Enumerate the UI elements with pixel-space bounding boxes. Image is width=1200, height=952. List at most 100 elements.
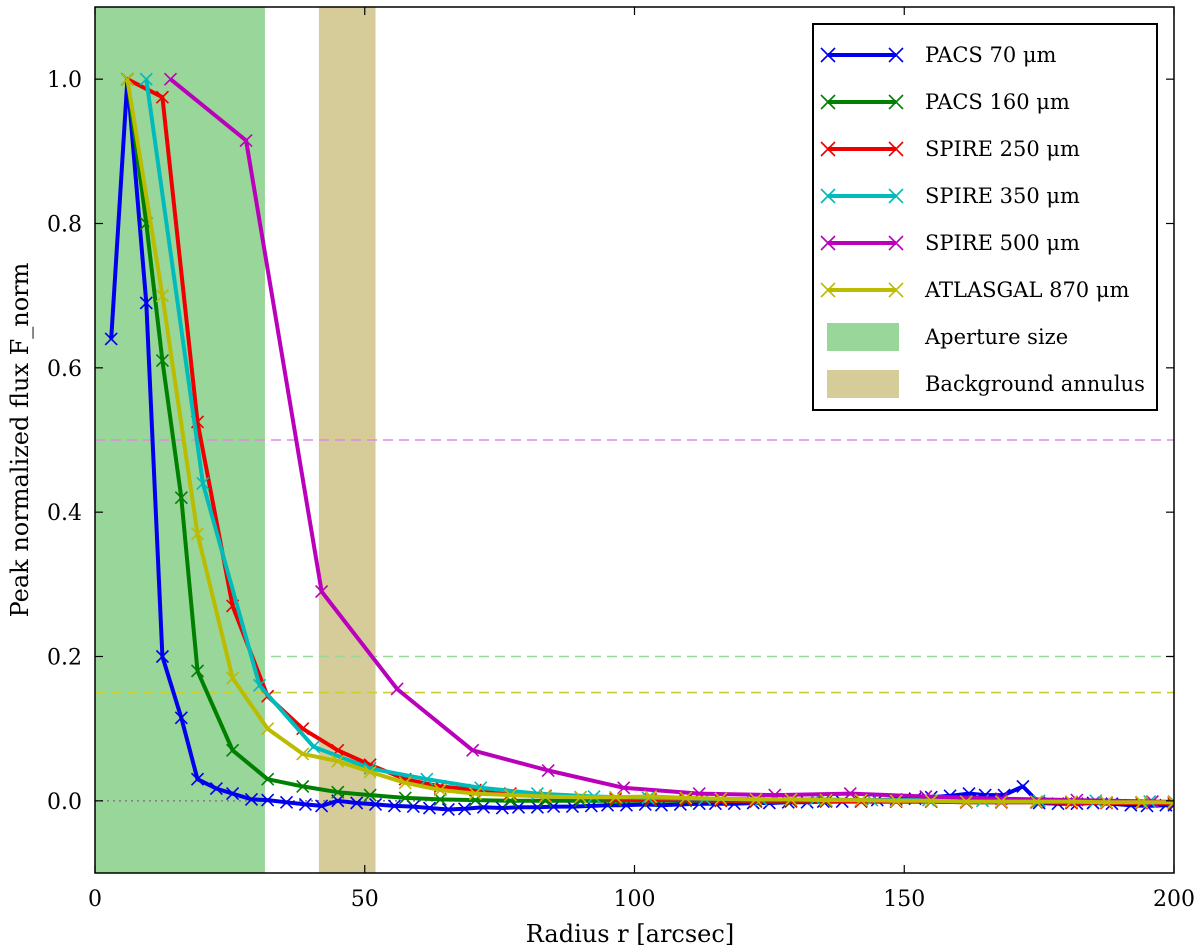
series-5-point-13 <box>573 790 588 804</box>
series-1-point-5 <box>226 743 240 757</box>
legend-marker-2-1 <box>888 141 904 157</box>
series-5-point-23 <box>924 794 938 808</box>
series-5-point-15 <box>644 789 658 804</box>
series-5-point-4 <box>261 722 275 736</box>
legend-marker-3-0 <box>820 188 836 204</box>
series-1-point-8 <box>331 785 345 799</box>
series-1-point-9 <box>363 788 377 802</box>
series-layer <box>104 72 1174 817</box>
series-4-point-6 <box>617 781 631 795</box>
shaded-regions <box>95 7 376 873</box>
series-5-point-14 <box>609 790 623 804</box>
series-1-point-2 <box>155 354 170 368</box>
legend-marker-4-1 <box>888 235 904 251</box>
series-5-point-10 <box>468 787 482 801</box>
x-tick-label-2: 100 <box>614 887 656 912</box>
x-tick-label-3: 150 <box>883 887 925 912</box>
legend-marker-0-0 <box>820 47 836 63</box>
series-5-point-9 <box>433 783 447 797</box>
x-axis-ticks: 0 50 100 150 200 <box>88 7 1195 912</box>
series-5-point-20 <box>819 793 833 807</box>
legend-label-2: SPIRE 250 μm <box>925 137 1080 161</box>
y-tick-label-4: 0.8 <box>47 213 82 238</box>
series-1-point-11 <box>433 792 447 806</box>
series-0-point-10 <box>279 795 294 809</box>
series-5-point-22 <box>889 794 903 808</box>
series-3-point-1 <box>196 476 210 490</box>
y-tick-label-0: 0.0 <box>47 790 82 815</box>
series-5 <box>120 72 1174 809</box>
legend-marker-2-0 <box>820 141 836 157</box>
legend-label-0: PACS 70 μm <box>925 43 1057 67</box>
series-4-point-3 <box>390 682 404 696</box>
series-5-point-28 <box>1099 795 1114 809</box>
series-0-point-12 <box>315 799 329 813</box>
legend-marker-4-0 <box>820 235 836 251</box>
series-5-point-0 <box>120 72 134 86</box>
series-0-point-8 <box>244 792 259 806</box>
series-3-point-5 <box>420 772 434 786</box>
y-axis-label: Peak normalized flux F_norm <box>6 262 34 617</box>
legend-patch-label-0: Aperture size <box>924 325 1068 349</box>
series-4-point-4 <box>466 743 480 757</box>
series-5-point-16 <box>679 791 693 805</box>
series-5-point-1 <box>155 289 170 303</box>
series-0-point-0 <box>104 332 118 346</box>
series-4-point-0 <box>163 72 178 86</box>
legend-patch-0 <box>827 323 899 351</box>
series-0-point-18 <box>422 801 437 815</box>
series-5-point-27 <box>1064 794 1079 809</box>
series-0-point-2 <box>139 296 153 310</box>
series-5-point-30 <box>1167 795 1174 809</box>
legend-marker-5-1 <box>888 282 904 298</box>
series-0-point-14 <box>350 796 364 810</box>
series-5-point-11 <box>503 788 517 802</box>
series-4-point-1 <box>239 133 253 148</box>
series-5-point-29 <box>1135 795 1149 809</box>
x-tick-label-0: 0 <box>88 887 102 912</box>
series-5-point-24 <box>959 794 973 809</box>
series-0-point-4 <box>174 711 188 725</box>
series-5-point-26 <box>1029 794 1043 809</box>
y-tick-label-3: 0.6 <box>47 357 82 382</box>
series-5-point-7 <box>363 765 377 779</box>
legend: PACS 70 μm PACS 160 μm SPIRE 250 μm SPIRE 3… <box>812 23 1158 411</box>
reference-lines <box>95 439 1174 802</box>
legend-marker-0-1 <box>888 47 904 63</box>
series-1-point-12 <box>468 793 482 807</box>
series-0-point-11 <box>298 797 312 812</box>
series-0-point-20 <box>457 802 472 816</box>
y-tick-label-5: 1.0 <box>47 68 82 93</box>
series-5-point-3 <box>226 671 240 685</box>
legend-box <box>812 23 1158 411</box>
series-1-point-6 <box>261 772 275 786</box>
legend-marker-5-0 <box>820 282 836 298</box>
series-5-point-6 <box>331 754 345 768</box>
legend-patch-label-1: Background annulus <box>925 372 1145 396</box>
series-0-point-51 <box>1016 779 1030 793</box>
series-5-point-21 <box>854 793 868 807</box>
series-5-point-5 <box>296 747 310 761</box>
legend-label-3: SPIRE 350 μm <box>925 184 1080 208</box>
legend-marker-1-0 <box>820 94 836 110</box>
series-0-point-24 <box>530 800 544 814</box>
legend-marker-1-1 <box>888 94 904 110</box>
series-0-point-16 <box>387 799 401 813</box>
series-1-point-3 <box>174 491 188 505</box>
series-0-point-9 <box>261 793 275 807</box>
series-4-point-2 <box>315 584 329 599</box>
series-5-point-2 <box>190 527 205 541</box>
series-5-point-25 <box>994 794 1008 809</box>
legend-label-5: ATLASGAL 870 μm <box>924 278 1129 302</box>
series-4-point-5 <box>541 763 555 778</box>
x-tick-label-4: 200 <box>1153 887 1195 912</box>
series-1-point-4 <box>190 664 205 678</box>
y-axis-ticks: 0.0 0.2 0.4 0.6 0.8 1.0 <box>47 68 1174 815</box>
series-3-point-2 <box>252 678 267 692</box>
series-1-point-10 <box>398 791 412 805</box>
series-5-point-17 <box>714 792 728 806</box>
series-0-point-5 <box>190 772 205 786</box>
series-5-point-12 <box>538 789 553 804</box>
series-5-point-18 <box>749 792 763 806</box>
